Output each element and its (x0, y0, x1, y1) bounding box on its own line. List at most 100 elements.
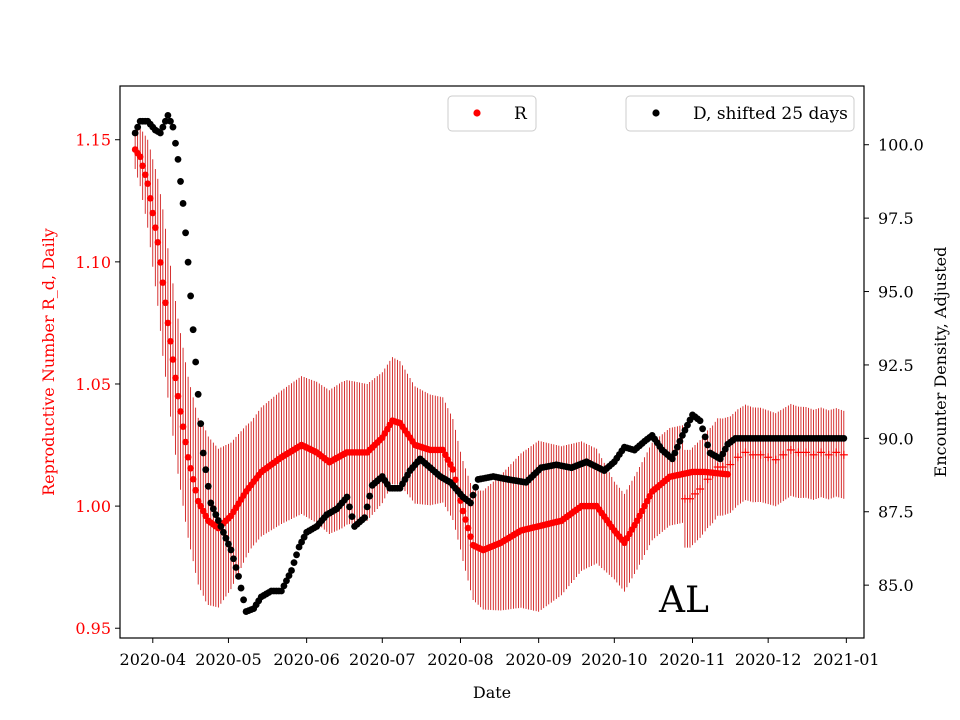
r-point (167, 337, 174, 345)
d-point (194, 390, 202, 398)
r-point (452, 476, 459, 484)
d-point (192, 358, 200, 366)
r-point (638, 507, 646, 515)
r-point (182, 438, 189, 446)
left-y-tick-label: 0.95 (75, 619, 111, 638)
r-point (199, 507, 207, 515)
d-point (280, 582, 288, 590)
state-annotation: AL (658, 580, 709, 621)
r-point (447, 461, 454, 468)
r-point (439, 446, 447, 454)
d-point (676, 437, 684, 445)
x-tick-label: 2020-11 (659, 650, 725, 669)
r-point (152, 224, 159, 231)
d-point (348, 513, 356, 521)
left-y-axis: 0.95 1.00 1.05 1.10 1.15 (75, 131, 120, 638)
x-tick-label: 2020-07 (349, 650, 415, 669)
d-point (467, 499, 474, 507)
r-point (646, 493, 653, 500)
legend-d-box (625, 95, 855, 132)
r-point (159, 279, 167, 286)
r-series (131, 146, 848, 554)
x-tick-label: 2020-08 (427, 650, 493, 669)
right-y-axis-title: Encounter Density, Adjusted (931, 247, 950, 478)
r-point (149, 209, 157, 217)
r-point (174, 392, 182, 400)
plot-background (120, 86, 864, 638)
d-point (285, 572, 293, 580)
d-point (346, 503, 353, 511)
r-point (464, 524, 472, 532)
r-point (459, 507, 467, 515)
right-y-axis: 85.0 87.5 90.0 92.5 95.0 97.5 100.0 (864, 136, 924, 595)
d-point (167, 117, 174, 125)
d-point (197, 420, 205, 428)
left-y-axis-title: Reproductive Number R_d, Daily (39, 228, 58, 496)
d-series (131, 111, 848, 615)
r-point (162, 299, 169, 307)
d-point (189, 326, 197, 334)
legend-r-box (447, 95, 537, 132)
d-point (699, 425, 706, 433)
left-y-tick-label: 1.00 (75, 497, 111, 516)
d-point (202, 466, 210, 474)
legend-r-marker (473, 109, 481, 117)
r-point (189, 475, 197, 483)
d-point (212, 511, 220, 519)
r-point (197, 502, 205, 510)
d-point (169, 123, 177, 131)
d-point (288, 567, 295, 574)
d-point (840, 434, 848, 442)
legend-r: R (447, 95, 537, 132)
d-point (293, 551, 300, 559)
d-point (681, 426, 689, 434)
d-point (361, 514, 369, 522)
x-tick-label: 2020-12 (735, 650, 801, 669)
d-point (668, 455, 676, 463)
r-point (643, 497, 651, 505)
d-point (199, 449, 207, 457)
d-point (343, 493, 351, 501)
r-point (177, 408, 184, 415)
r-point (172, 374, 179, 382)
d-point (131, 129, 139, 137)
d-point (227, 546, 235, 554)
x-tick-label: 2021-01 (813, 650, 879, 669)
r-point (144, 180, 152, 187)
r-point (169, 356, 177, 363)
r-point (633, 517, 641, 525)
x-tick-label: 2020-05 (195, 650, 261, 669)
d-point (696, 417, 704, 425)
right-y-tick-label: 85.0 (878, 576, 914, 595)
r-point (139, 162, 146, 170)
r-point (724, 471, 732, 478)
d-point (686, 416, 694, 424)
d-point (701, 433, 709, 441)
r-point (636, 512, 643, 520)
d-point (184, 258, 192, 266)
d-point (240, 596, 247, 604)
d-point (704, 441, 712, 449)
d-point (283, 577, 290, 585)
r-point (444, 456, 452, 463)
d-point (156, 129, 164, 137)
r-point (202, 512, 210, 520)
d-point (671, 449, 679, 457)
d-point (207, 499, 215, 507)
r-point (184, 453, 192, 461)
r-point (194, 497, 202, 505)
d-point (164, 111, 172, 119)
d-point (159, 123, 167, 131)
d-point (673, 443, 681, 451)
d-point (179, 200, 187, 207)
r-point (146, 195, 154, 202)
d-point (209, 505, 217, 513)
d-point (363, 503, 371, 511)
d-point (222, 534, 230, 542)
r-point (136, 153, 144, 161)
r-point (157, 259, 164, 266)
d-point (182, 229, 189, 237)
left-y-tick-label: 1.05 (75, 375, 111, 394)
r-point (449, 466, 457, 473)
